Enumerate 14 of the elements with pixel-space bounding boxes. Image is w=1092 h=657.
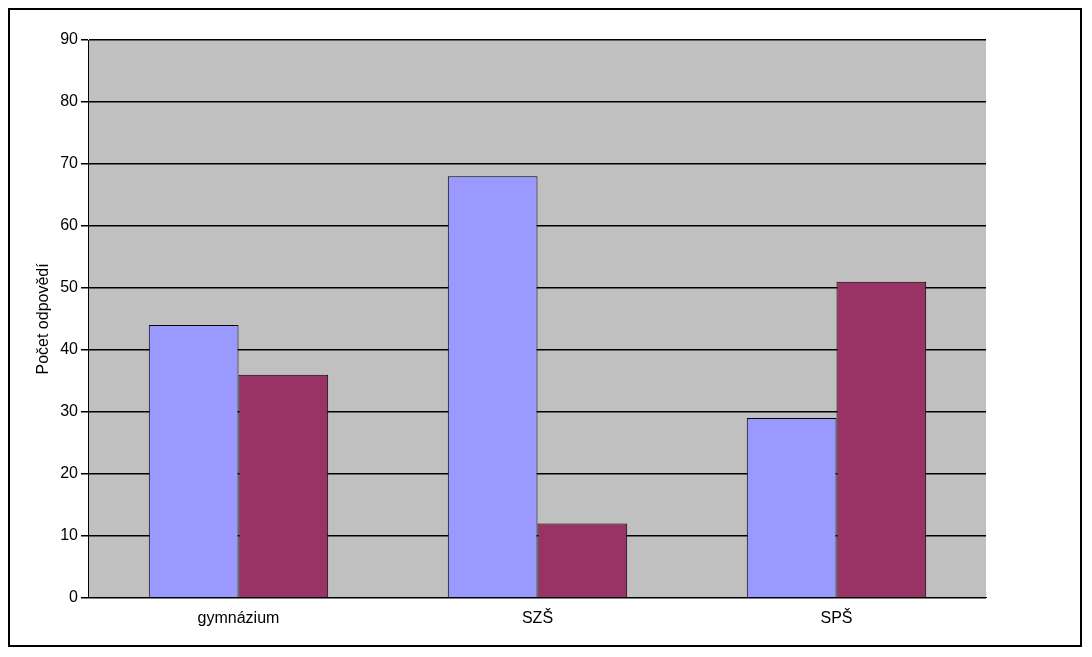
y-tick-label: 50 [60,278,79,296]
y-tick-label: 60 [60,216,79,234]
x-tick-label: SPŠ [820,607,853,626]
y-tick-label: 40 [60,340,79,358]
y-tick-label: 30 [60,402,79,420]
y-tick-label: 80 [60,92,79,110]
x-tick-label: gymnázium [197,608,280,626]
y-tick-label: 0 [69,588,79,606]
y-axis-title: Počet odpovědí [34,262,52,375]
x-tick-label: SZŠ [521,607,554,626]
y-tick-label: 70 [60,154,79,172]
y-tick-label: 10 [60,526,79,544]
y-tick-label: 20 [60,464,79,482]
y-tick-label: 90 [60,30,79,48]
